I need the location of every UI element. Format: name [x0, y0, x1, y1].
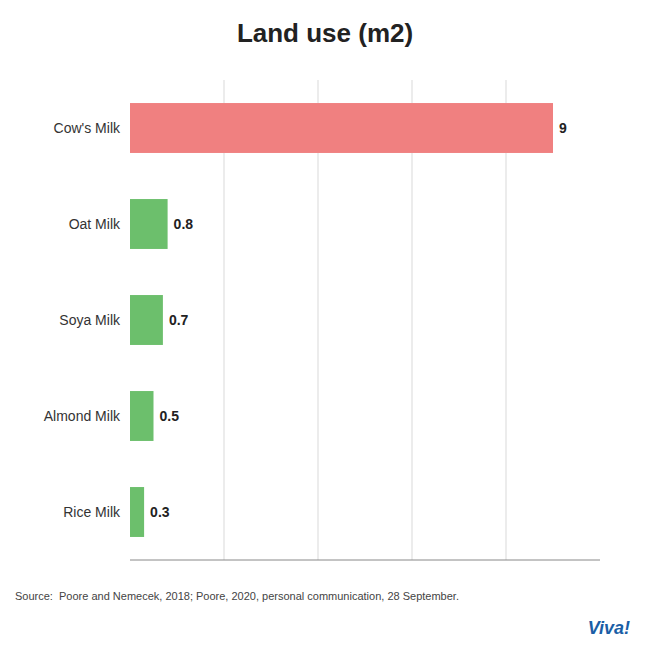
title: Land use (m2) [237, 18, 413, 48]
category-label: Oat Milk [69, 216, 121, 232]
chart-container: Land use (m2) Cow's Milk 9 Oat Milk 0.8 Soya … [0, 0, 650, 650]
data-label: 0.3 [150, 504, 170, 520]
category-label: Cow's Milk [54, 120, 121, 136]
category-label: Almond Milk [44, 408, 121, 424]
x-axis-line [130, 560, 600, 561]
source-note: Source: Poore and Nemecek, 2018; Poore, … [15, 590, 459, 602]
data-label: 0.7 [169, 312, 189, 328]
category-label: Rice Milk [63, 504, 121, 520]
data-label: 9 [559, 120, 567, 136]
bars [130, 103, 553, 537]
brand-note: Viva! [588, 618, 630, 638]
category-label: Soya Milk [59, 312, 121, 328]
bar [130, 295, 163, 345]
data-label: 0.5 [160, 408, 180, 424]
chart-svg: Land use (m2) Cow's Milk 9 Oat Milk 0.8 Soya … [0, 0, 650, 650]
data-label: 0.8 [174, 216, 194, 232]
bar [130, 199, 168, 249]
bar [130, 103, 553, 153]
bar [130, 487, 144, 537]
labels: Cow's Milk 9 Oat Milk 0.8 Soya Milk 0.7 Almond… [44, 120, 567, 520]
bar [130, 391, 154, 441]
